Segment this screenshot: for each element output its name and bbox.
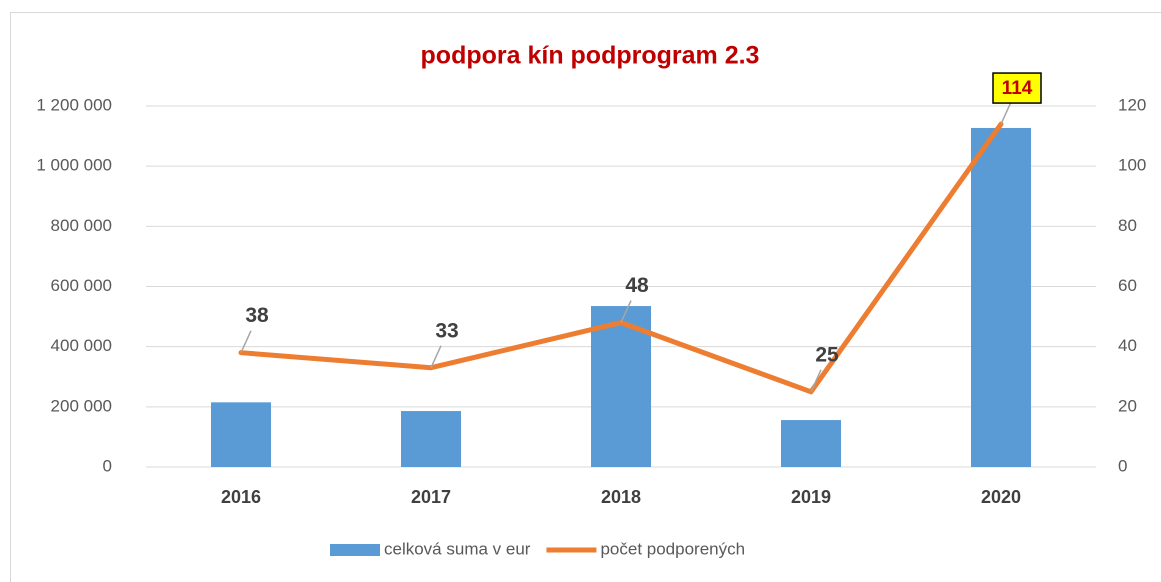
bar xyxy=(781,420,841,467)
y2-tick-label: 40 xyxy=(1118,336,1137,355)
leader-line xyxy=(810,369,822,393)
x-tick-label: 2017 xyxy=(411,487,451,507)
data-label: 25 xyxy=(815,343,839,366)
y2-tick-label: 0 xyxy=(1118,456,1127,475)
leader-line xyxy=(1000,101,1012,125)
y-tick-label: 200 000 xyxy=(51,396,112,415)
legend-swatch xyxy=(330,544,380,556)
data-label: 38 xyxy=(245,304,269,327)
y2-tick-label: 120 xyxy=(1118,95,1146,114)
x-tick-label: 2018 xyxy=(601,487,641,507)
y-tick-label: 1 200 000 xyxy=(36,95,112,114)
bar xyxy=(971,127,1031,468)
leader-line xyxy=(240,330,252,353)
legend-label: celková suma v eur xyxy=(384,539,531,558)
x-tick-label: 2020 xyxy=(981,487,1021,507)
y2-tick-label: 80 xyxy=(1118,216,1137,235)
bar xyxy=(211,402,271,467)
y-tick-label: 1 000 000 xyxy=(36,156,112,175)
chart-title: podpora kín podprogram 2.3 xyxy=(421,42,760,70)
bar xyxy=(401,411,461,467)
leader-line xyxy=(430,345,442,369)
x-tick-label: 2019 xyxy=(791,487,831,507)
y2-tick-label: 100 xyxy=(1118,156,1146,175)
data-label: 33 xyxy=(435,319,458,342)
y-tick-label: 600 000 xyxy=(51,276,112,295)
chart-frame xyxy=(10,12,1161,582)
data-label: 114 xyxy=(1002,78,1033,99)
y2-tick-label: 20 xyxy=(1118,396,1137,415)
x-tick-label: 2016 xyxy=(221,487,261,507)
bar xyxy=(591,306,651,467)
data-label-box xyxy=(992,72,1042,104)
leader-line xyxy=(620,300,632,323)
y-tick-label: 0 xyxy=(103,456,112,475)
data-label: 48 xyxy=(625,274,649,297)
y2-tick-label: 60 xyxy=(1118,276,1137,295)
legend-label: počet podporených xyxy=(600,539,745,558)
y-tick-label: 400 000 xyxy=(51,336,112,355)
y-tick-label: 800 000 xyxy=(51,216,112,235)
